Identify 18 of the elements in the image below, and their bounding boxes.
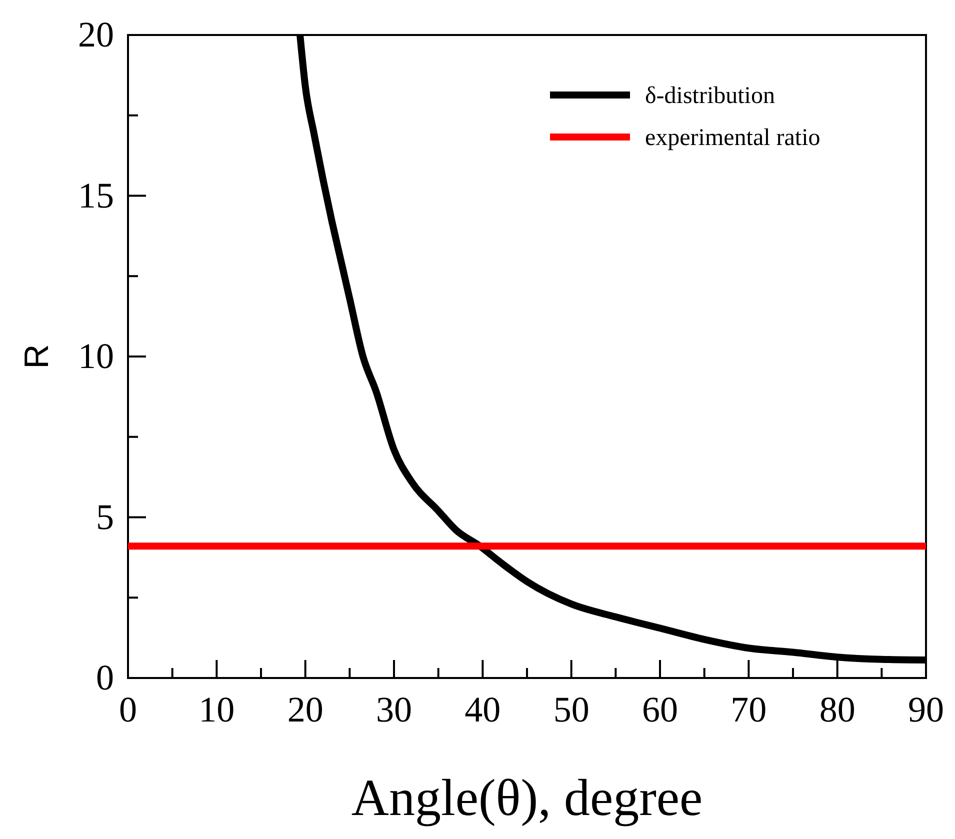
y-tick-label: 0 (96, 658, 114, 698)
legend-label: δ-distribution (645, 83, 775, 109)
x-tick-label: 10 (198, 690, 235, 730)
y-tick-label: 10 (78, 336, 114, 376)
x-tick-label: 40 (464, 690, 501, 730)
x-tick-label: 30 (376, 690, 412, 730)
x-tick-label: 90 (908, 690, 944, 730)
x-tick-label: 50 (553, 690, 590, 730)
legend-label: experimental ratio (645, 125, 820, 151)
x-tick-label: 20 (287, 690, 324, 730)
y-tick-label: 20 (78, 14, 114, 55)
y-tick-label: 15 (78, 175, 114, 216)
x-tick-label: 80 (819, 690, 856, 730)
x-tick-label: 70 (730, 690, 767, 730)
y-axis-title: R (18, 344, 56, 369)
x-axis-title: Angle(θ), degree (351, 770, 703, 827)
y-tick-label: 5 (96, 496, 114, 537)
x-tick-label: 60 (642, 690, 678, 730)
